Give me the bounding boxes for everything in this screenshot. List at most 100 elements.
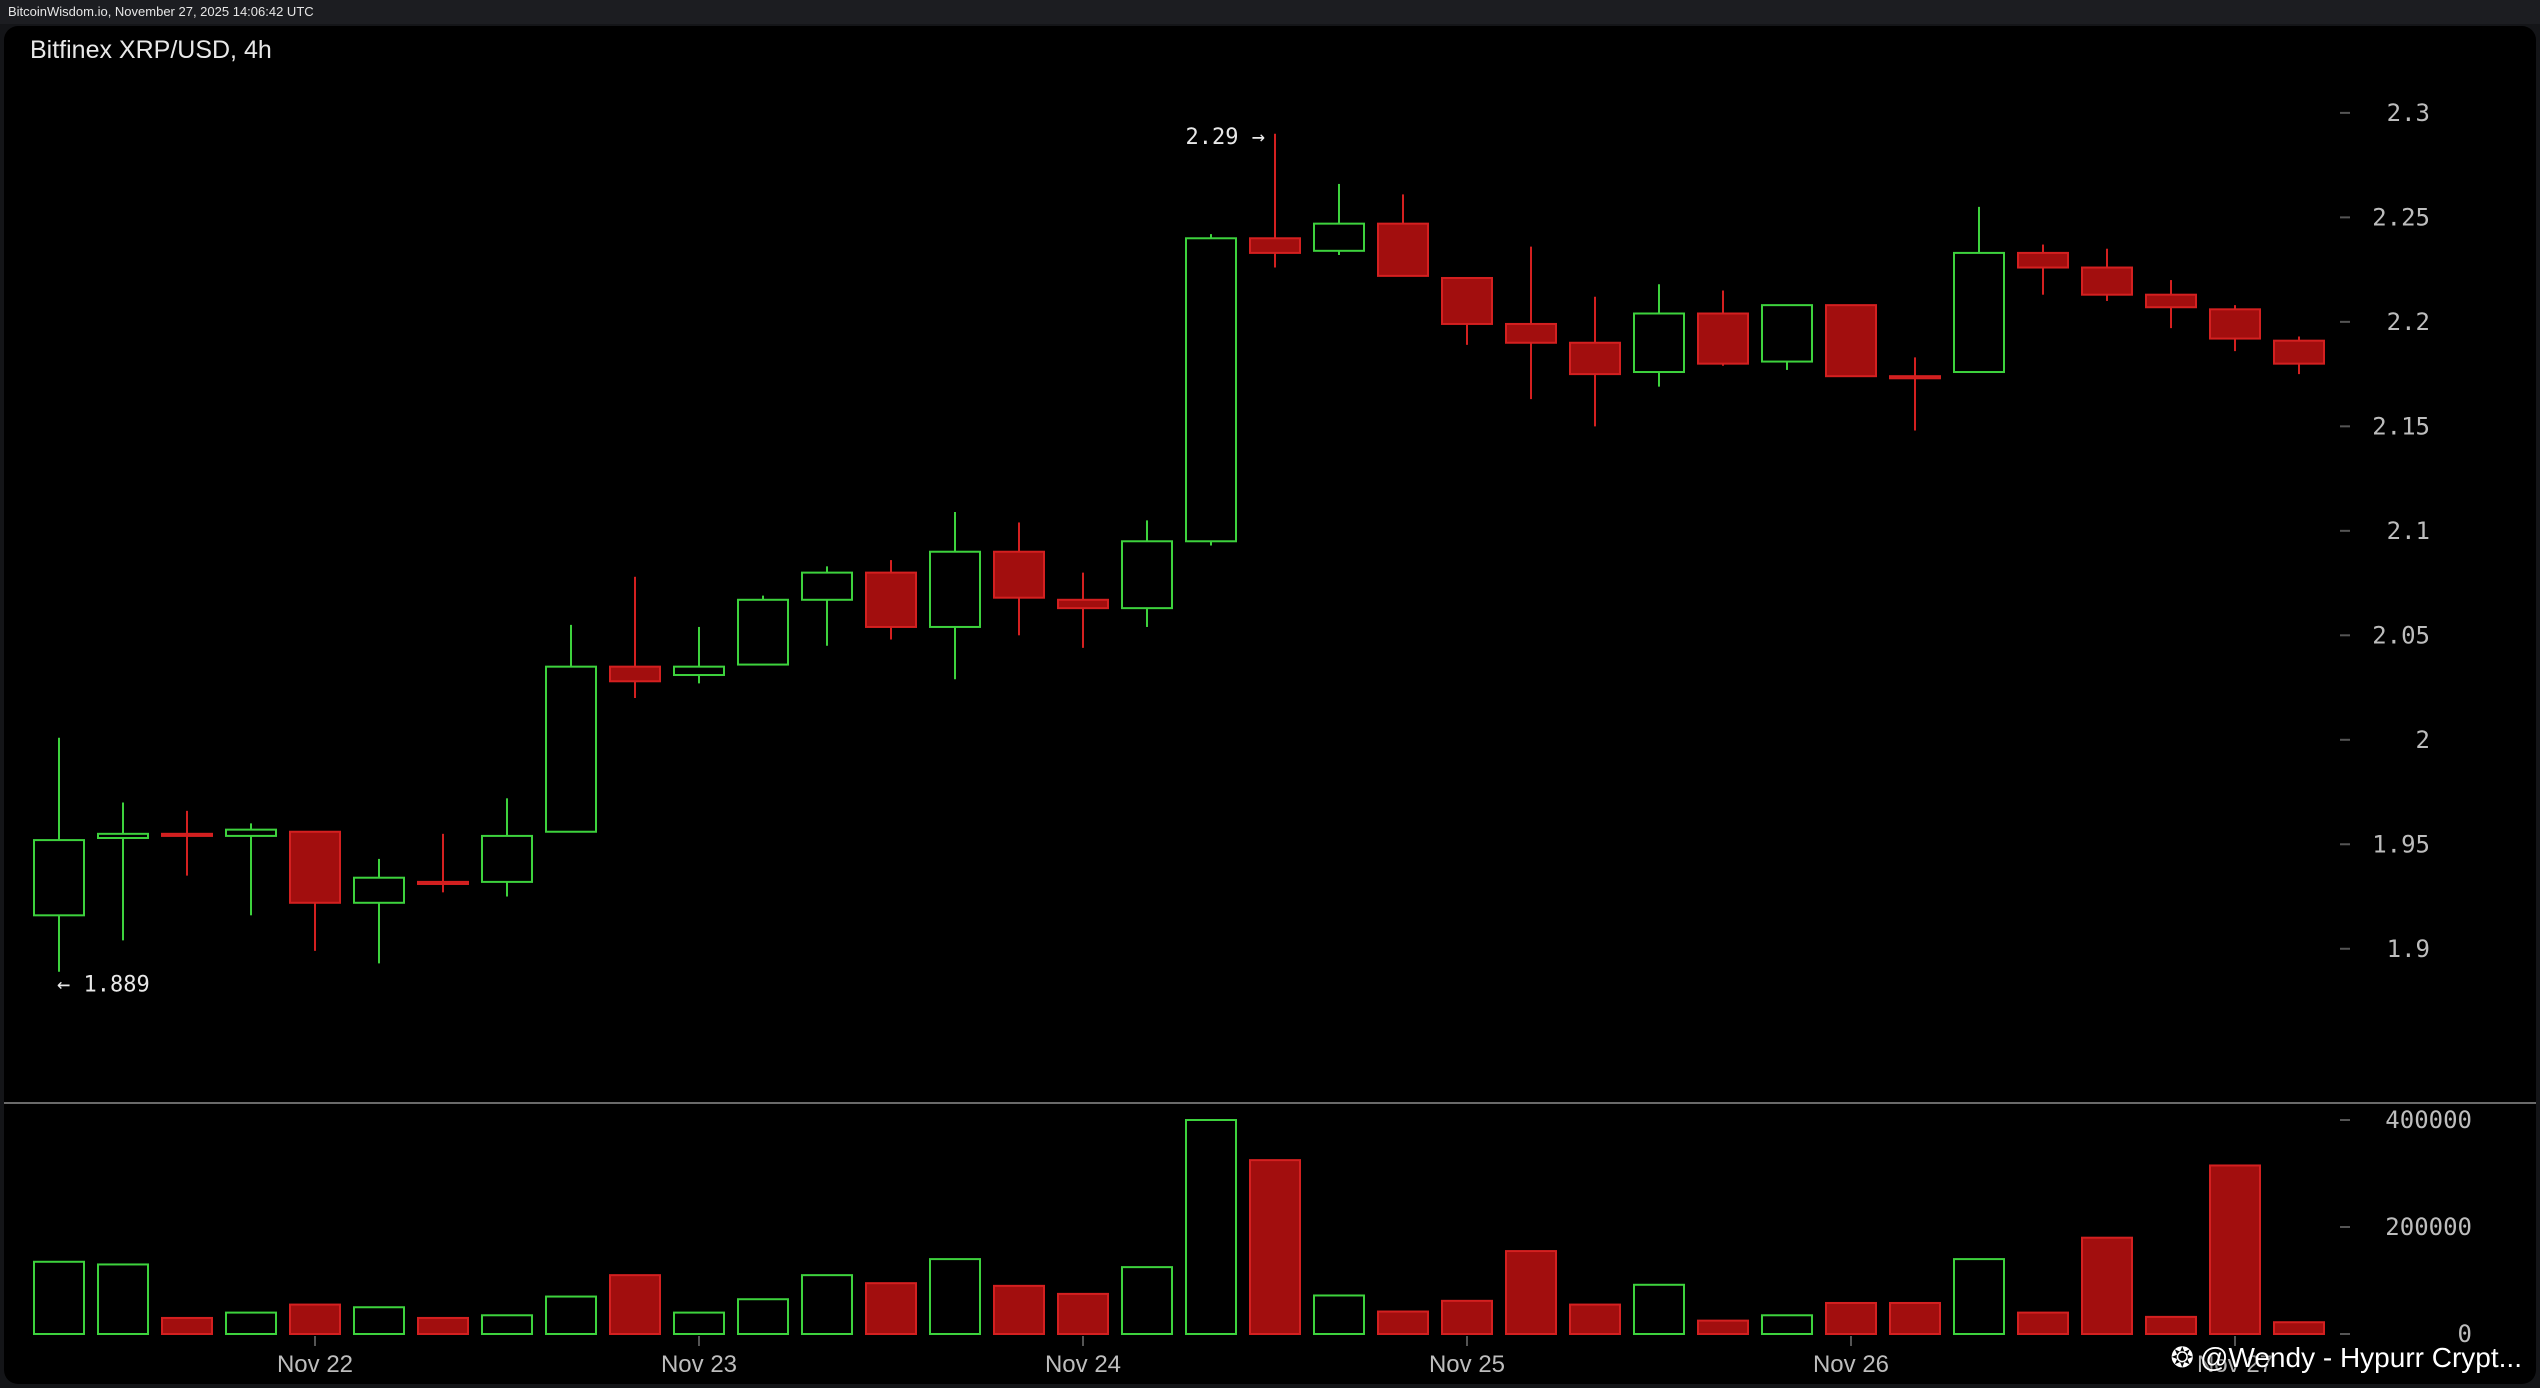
extreme-annotation: 2.29 → bbox=[1186, 125, 1265, 150]
x-tick-label: Nov 27 bbox=[2197, 1351, 2273, 1378]
volume-bar bbox=[1249, 1159, 1301, 1335]
candle-body bbox=[1889, 375, 1941, 380]
candle-body bbox=[1697, 312, 1749, 365]
candle-body bbox=[865, 571, 917, 628]
volume-bar bbox=[225, 1311, 277, 1335]
volume-bar bbox=[993, 1284, 1045, 1335]
price-tick-label: 1.95 bbox=[2372, 830, 2430, 858]
candle-body bbox=[33, 839, 85, 917]
candle-body bbox=[1953, 251, 2005, 374]
price-tick-label: 2 bbox=[2416, 726, 2430, 754]
top-bar: BitcoinWisdom.io, November 27, 2025 14:0… bbox=[0, 0, 2540, 24]
volume-bar bbox=[2081, 1236, 2133, 1335]
x-tick-label: Nov 23 bbox=[661, 1351, 737, 1378]
watermark-text: @Wendy - Hypurr Crypt... bbox=[2200, 1342, 2522, 1373]
volume-bar bbox=[2209, 1164, 2261, 1335]
volume-bar bbox=[2145, 1315, 2197, 1336]
candle-body bbox=[2209, 308, 2261, 340]
volume-bar bbox=[1313, 1294, 1365, 1335]
volume-bar bbox=[1697, 1319, 1749, 1335]
volume-bar bbox=[1185, 1119, 1237, 1335]
candle-body bbox=[1185, 237, 1237, 543]
volume-bar bbox=[289, 1303, 341, 1335]
x-tick-label: Nov 24 bbox=[1045, 1351, 1121, 1378]
candle-body bbox=[289, 830, 341, 904]
candle-body bbox=[673, 665, 725, 677]
volume-bar bbox=[1569, 1303, 1621, 1335]
volume-bar bbox=[865, 1282, 917, 1336]
volume-bar bbox=[609, 1274, 661, 1336]
volume-bar bbox=[1441, 1299, 1493, 1335]
volume-bar bbox=[929, 1258, 981, 1335]
price-tick-label: 2.3 bbox=[2387, 99, 2430, 127]
volume-tick-label: 200000 bbox=[2385, 1213, 2472, 1241]
volume-bar bbox=[2273, 1321, 2325, 1335]
volume-bar bbox=[1761, 1314, 1813, 1336]
volume-bar bbox=[161, 1316, 213, 1335]
paw-icon: ❂ bbox=[2170, 1342, 2195, 1373]
chart-panel: Bitfinex XRP/USD, 4h 2.3 2.25 2.2 2.15 2.1 2.… bbox=[4, 26, 2536, 1384]
volume-bar bbox=[353, 1306, 405, 1335]
volume-bar bbox=[1377, 1310, 1429, 1336]
chart-title: Bitfinex XRP/USD, 4h bbox=[30, 36, 272, 64]
candle-body bbox=[1313, 222, 1365, 252]
volume-bar bbox=[801, 1274, 853, 1336]
candle-body bbox=[545, 665, 597, 833]
volume-bar bbox=[417, 1316, 469, 1335]
candle-body bbox=[2145, 293, 2197, 309]
x-tick-label: Nov 26 bbox=[1813, 1351, 1889, 1378]
price-tick-label: 2.25 bbox=[2372, 203, 2430, 231]
price-tick-label: 2.05 bbox=[2372, 621, 2430, 649]
candle-body bbox=[353, 876, 405, 904]
candle-body bbox=[1825, 304, 1877, 378]
candle-body bbox=[225, 828, 277, 837]
volume-bar bbox=[2017, 1311, 2069, 1335]
volume-bar bbox=[1953, 1258, 2005, 1335]
candle-body bbox=[1057, 598, 1109, 610]
candle-body bbox=[417, 880, 469, 885]
candle-body bbox=[481, 834, 533, 883]
volume-bar bbox=[33, 1260, 85, 1336]
price-tick-label: 2.15 bbox=[2372, 412, 2430, 440]
volume-bar bbox=[545, 1295, 597, 1336]
volume-bar bbox=[737, 1298, 789, 1335]
candlestick-chart: 2.3 2.25 2.2 2.15 2.1 2.05 2 1.95 1.9 400000 20000… bbox=[4, 99, 2536, 1378]
candle-body bbox=[609, 665, 661, 683]
volume-tick-label: 0 bbox=[2458, 1320, 2472, 1348]
timestamp: BitcoinWisdom.io, November 27, 2025 14:0… bbox=[8, 4, 314, 19]
price-tick-label: 2.1 bbox=[2387, 517, 2430, 545]
candle-body bbox=[929, 550, 981, 628]
volume-bar bbox=[97, 1263, 149, 1335]
candle-body bbox=[161, 832, 213, 837]
watermark: ❂ @Wendy - Hypurr Crypt... bbox=[2171, 1341, 2522, 1374]
x-tick-label: Nov 22 bbox=[277, 1351, 353, 1378]
volume-bar bbox=[1057, 1292, 1109, 1335]
candle-body bbox=[1761, 304, 1813, 363]
candle-body bbox=[2273, 339, 2325, 365]
volume-bar bbox=[1121, 1266, 1173, 1335]
candle-body bbox=[1249, 237, 1301, 254]
candle-body bbox=[737, 598, 789, 666]
price-tick-label: 2.2 bbox=[2387, 308, 2430, 336]
x-tick-label: Nov 25 bbox=[1429, 1351, 1505, 1378]
candle-body bbox=[2081, 266, 2133, 296]
candle-body bbox=[1441, 276, 1493, 325]
candle-body bbox=[2017, 251, 2069, 269]
extreme-annotation: ← 1.889 bbox=[57, 973, 150, 998]
candle-body bbox=[1505, 322, 1557, 344]
volume-bar bbox=[481, 1314, 533, 1336]
volume-bar bbox=[1825, 1301, 1877, 1335]
volume-bar bbox=[1505, 1250, 1557, 1335]
price-tick-label: 1.9 bbox=[2387, 935, 2430, 963]
candle-body bbox=[801, 571, 853, 601]
candle-body bbox=[97, 832, 149, 840]
candle-body bbox=[1377, 222, 1429, 277]
candle-body bbox=[1569, 341, 1621, 376]
volume-bar bbox=[1633, 1283, 1685, 1336]
volume-tick-label: 400000 bbox=[2385, 1106, 2472, 1134]
candle-body bbox=[993, 550, 1045, 599]
candle-body bbox=[1633, 312, 1685, 374]
volume-bar bbox=[673, 1311, 725, 1335]
candle-body bbox=[1121, 540, 1173, 610]
volume-bar bbox=[1889, 1301, 1941, 1335]
